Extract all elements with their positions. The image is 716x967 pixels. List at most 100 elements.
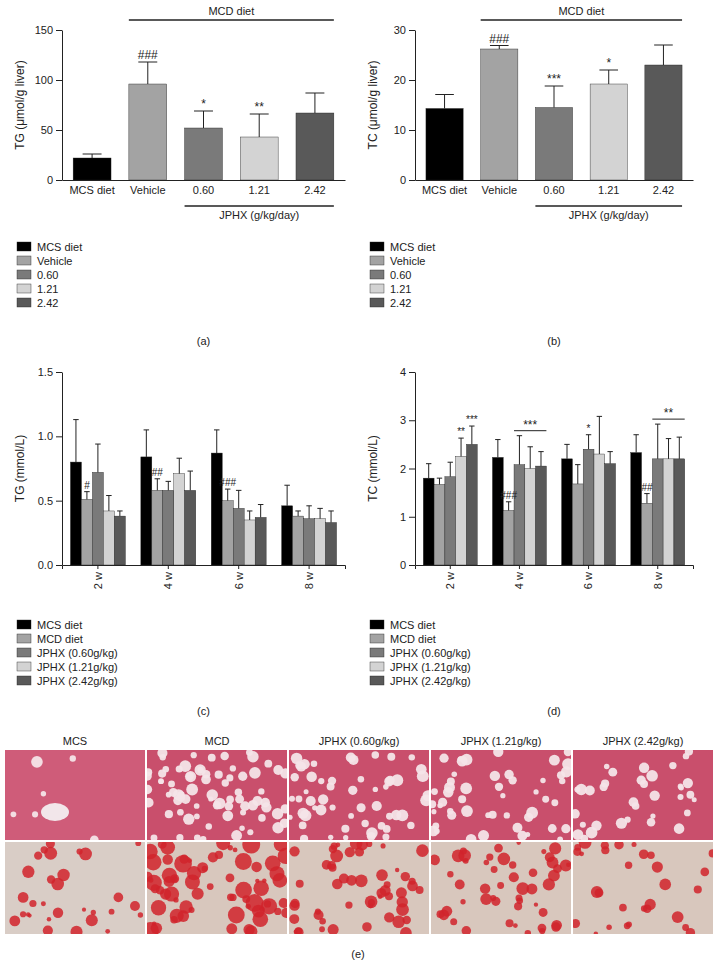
annotation: # xyxy=(84,480,90,491)
image-droplet xyxy=(138,912,143,917)
error-line xyxy=(540,452,541,466)
x-tick-label: 2.42 xyxy=(653,184,674,196)
y-tick-mark xyxy=(409,469,415,470)
legend-swatch xyxy=(370,298,384,307)
image-vacuole xyxy=(500,793,505,798)
error-bar xyxy=(666,439,671,459)
image-vacuole xyxy=(437,803,443,809)
legend-entry: JPHX (2.42g/kg) xyxy=(370,675,471,687)
bar xyxy=(642,503,653,565)
y-tick: 100 xyxy=(35,74,62,86)
image-vacuole xyxy=(533,789,538,794)
error-line xyxy=(508,502,509,511)
image-vacuole xyxy=(525,832,530,837)
image-vacuole xyxy=(258,788,264,794)
image-vacuole xyxy=(548,824,557,833)
image-droplet xyxy=(513,923,518,928)
legend-swatch xyxy=(17,620,31,629)
error-cap xyxy=(633,434,638,435)
x-tick-label: 8 w xyxy=(303,572,315,589)
x-tick-label: 0.60 xyxy=(193,184,214,196)
image-vacuole xyxy=(549,755,560,766)
image-droplet xyxy=(215,851,223,859)
image-droplet xyxy=(185,874,200,889)
panel: 012342 w4 w6 w8 wTC (mmol/L)*****###****… xyxy=(366,366,694,717)
image-droplet xyxy=(463,858,469,864)
image-droplet xyxy=(355,847,364,856)
image-vacuole xyxy=(604,764,609,769)
image-droplet xyxy=(403,916,411,924)
image-vacuole xyxy=(194,803,200,809)
image-droplet xyxy=(262,879,266,883)
image-droplet xyxy=(539,928,545,934)
image-vacuole xyxy=(191,752,197,758)
y-tick: 20 xyxy=(394,74,415,86)
x-tick: 4 w xyxy=(513,565,525,589)
image-vacuole xyxy=(238,772,247,781)
error-bar xyxy=(117,511,122,516)
image-vacuole xyxy=(32,811,38,817)
image-vacuole xyxy=(346,753,356,763)
y-tick: 1 xyxy=(400,511,415,523)
legend-swatch xyxy=(17,270,31,279)
image-droplet xyxy=(376,869,388,881)
error-line xyxy=(75,420,76,462)
error-cap xyxy=(83,154,102,155)
error-bar xyxy=(155,479,160,491)
error-bar xyxy=(84,492,89,500)
error-line xyxy=(668,439,669,459)
plot-area xyxy=(73,62,334,180)
image-droplet xyxy=(494,844,503,853)
y-tick: 0 xyxy=(400,174,415,186)
legend-swatch xyxy=(370,648,384,657)
image-vacuole xyxy=(330,804,336,810)
legend: MCS dietMCD dietJPHX (0.60g/kg)JPHX (1.2… xyxy=(370,619,471,687)
image-vacuole xyxy=(247,829,253,835)
error-bar xyxy=(225,489,230,501)
y-tick-label: 0.0 xyxy=(38,559,53,571)
image-vacuole xyxy=(31,756,43,768)
legend-entry: MCS diet xyxy=(370,619,435,631)
legend-entry: MCS diet xyxy=(17,619,82,631)
legend-entry: JPHX (0.60g/kg) xyxy=(17,647,118,659)
error-bar xyxy=(295,511,300,516)
y-tick-mark xyxy=(409,30,415,31)
annotation: ** xyxy=(255,100,265,114)
image-vacuole xyxy=(235,795,244,804)
image-droplet xyxy=(44,847,57,860)
y-axis-title: TC (mmol/L) xyxy=(366,435,380,502)
error-bar xyxy=(545,86,564,108)
y-axis-line xyxy=(62,31,63,181)
error-cap xyxy=(155,478,160,479)
image-vacuole xyxy=(348,813,354,819)
error-line xyxy=(86,492,87,500)
image-droplet xyxy=(174,855,192,873)
image-droplet xyxy=(682,924,689,931)
x-axis: MCS dietVehicle0.601.212.42 xyxy=(416,180,694,196)
image-vacuole xyxy=(372,801,382,811)
image-vacuole xyxy=(300,835,308,840)
annotation: ### xyxy=(219,477,236,488)
image-panel: MCSMCDJPHX (0.60g/kg)JPHX (1.21g/kg)JPHX… xyxy=(5,735,716,960)
image-droplet xyxy=(672,911,684,923)
annotation: *** xyxy=(547,72,561,86)
y-axis-line xyxy=(415,373,416,566)
error-bar xyxy=(284,485,289,506)
image-droplet xyxy=(553,864,562,873)
image-vacuole xyxy=(640,780,648,788)
image-vacuole xyxy=(316,805,327,816)
legend-label: 0.60 xyxy=(390,269,411,281)
image-vacuole xyxy=(692,797,697,802)
y-tick: 4 xyxy=(400,366,415,378)
image-vacuole xyxy=(361,820,368,827)
x-axis-line xyxy=(63,566,346,570)
image-vacuole xyxy=(669,762,676,769)
image-vacuole xyxy=(249,767,261,779)
error-cap xyxy=(177,458,182,459)
error-cap xyxy=(517,435,522,436)
bracket-label: JPHX (g/kg/day) xyxy=(569,209,649,221)
x-tick-mark xyxy=(519,565,520,569)
image-droplet xyxy=(70,926,82,934)
legend-entry: MCS diet xyxy=(17,241,82,253)
error-bar xyxy=(144,430,149,457)
